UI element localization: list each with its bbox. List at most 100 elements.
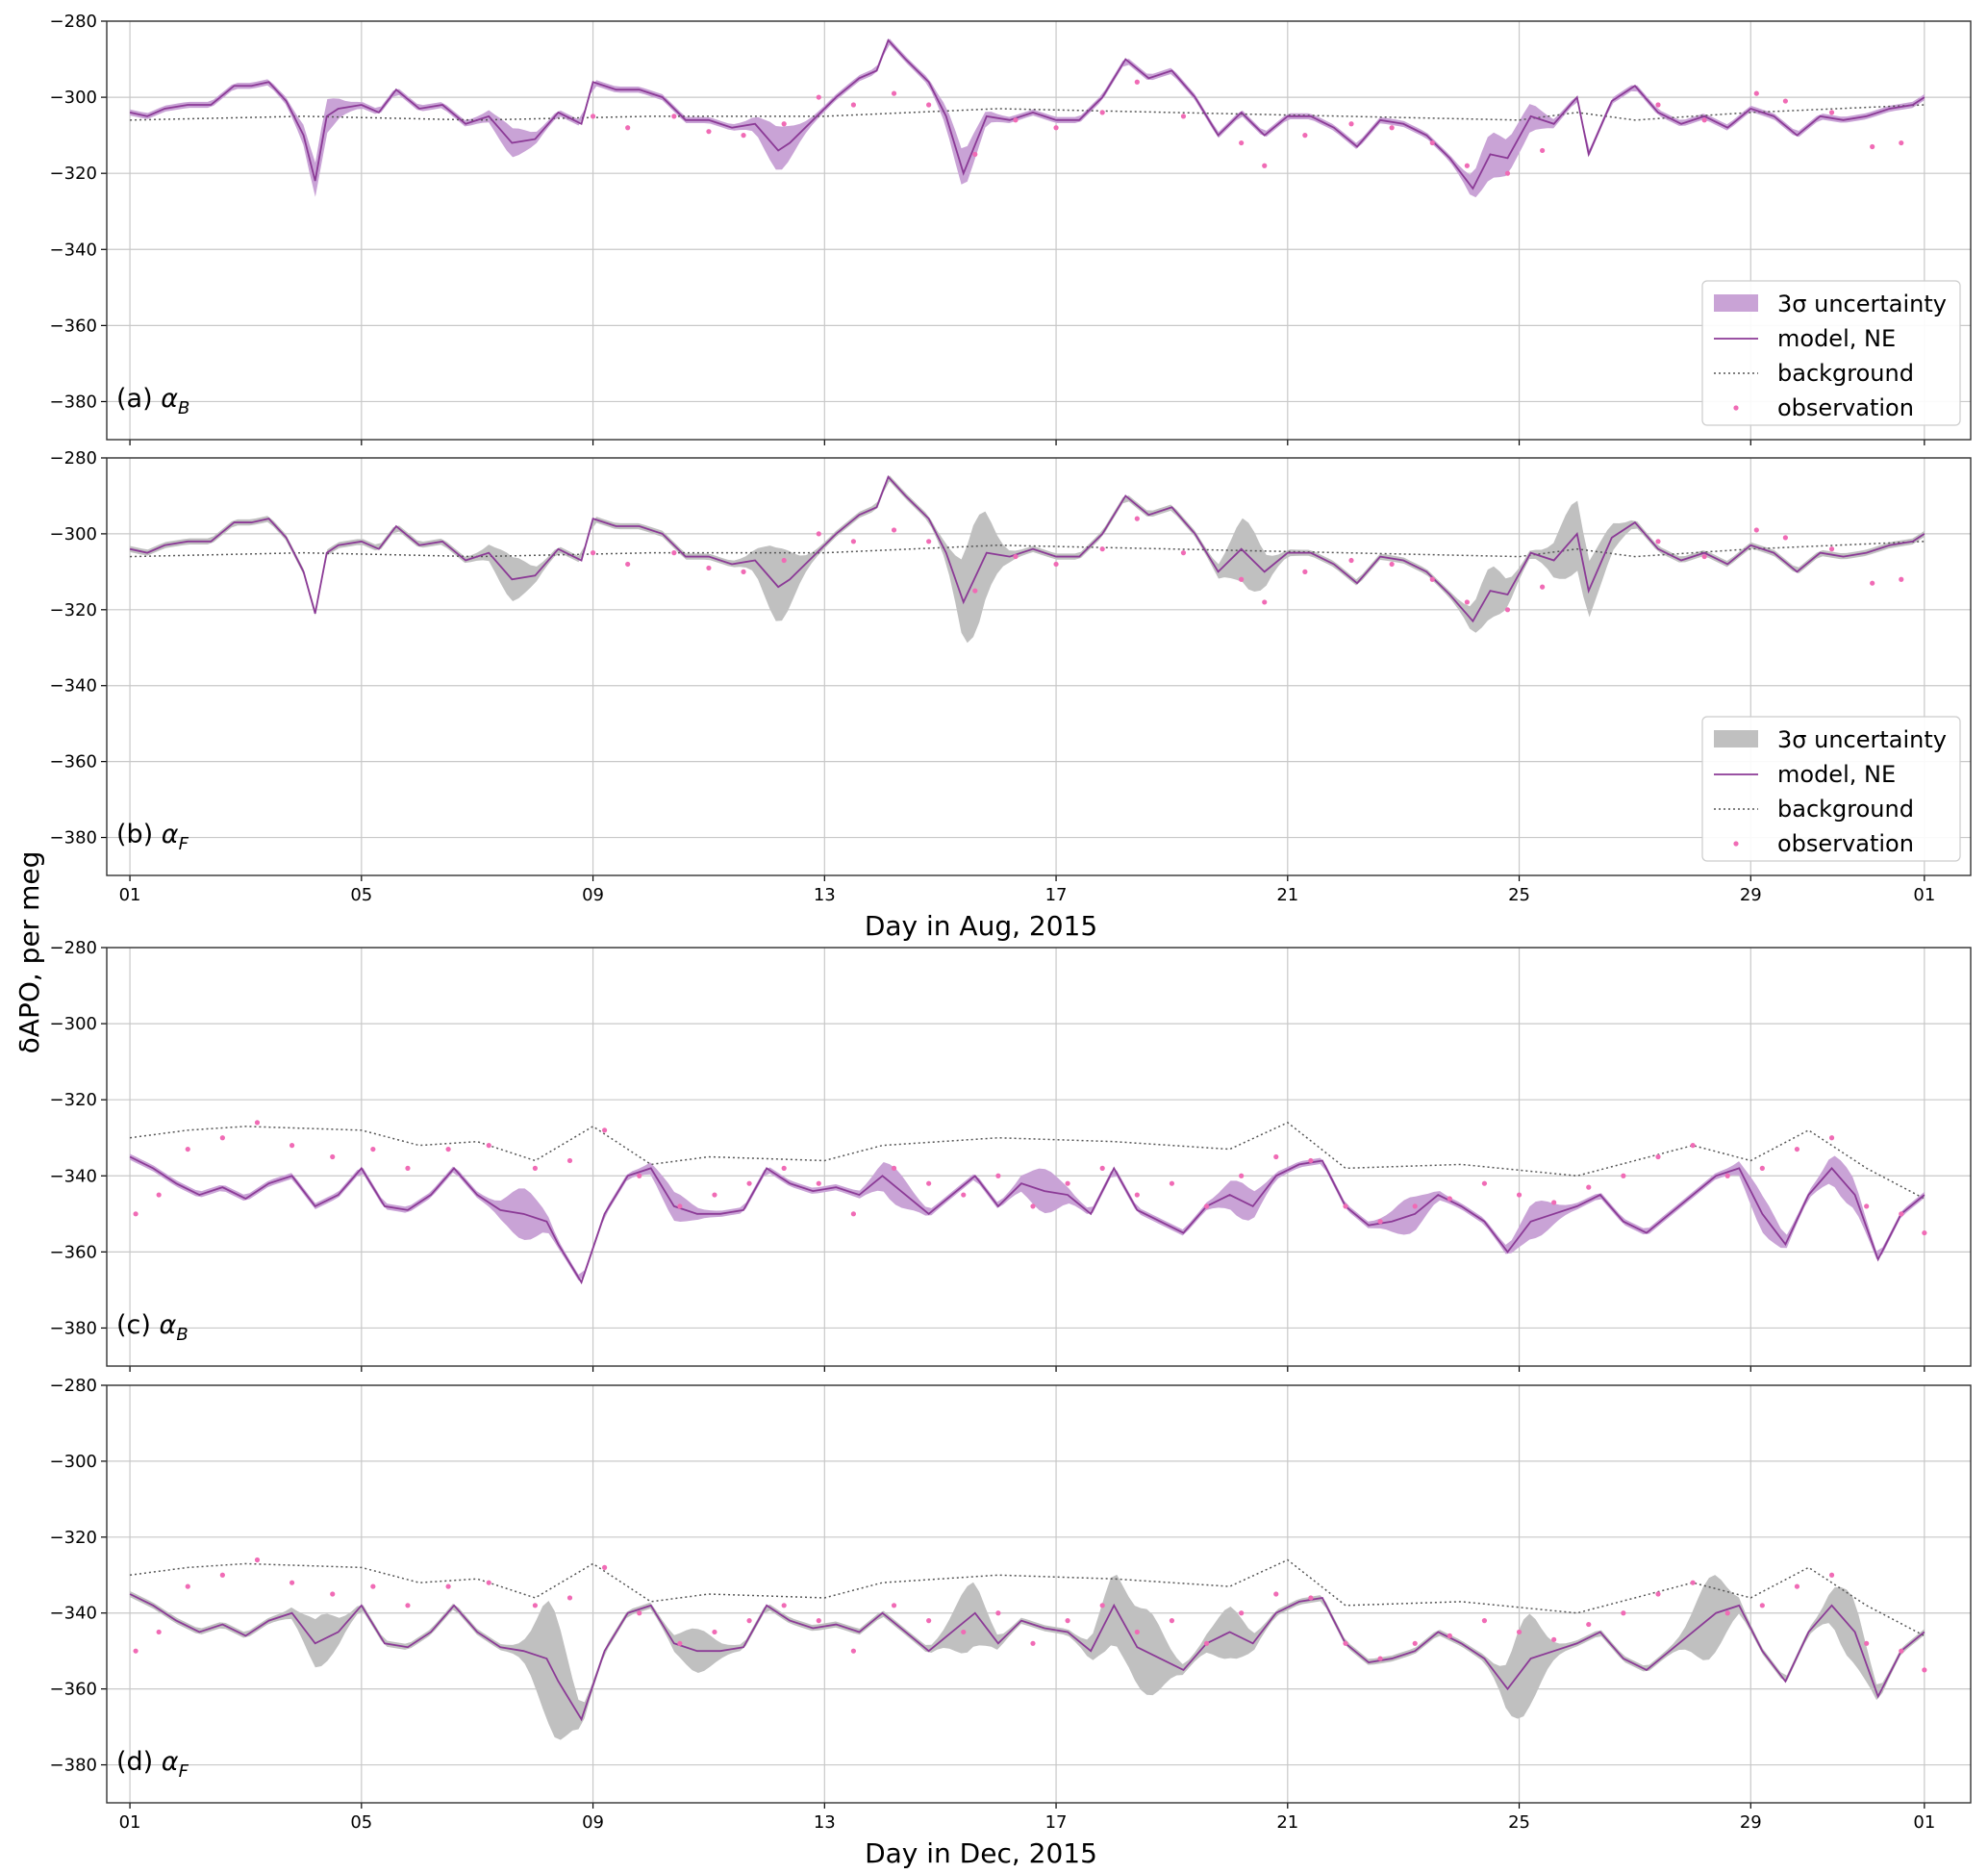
y-tick-label: −320	[50, 164, 97, 184]
observation-point	[602, 1564, 608, 1570]
observation-point	[1099, 1603, 1105, 1608]
uncertainty-band	[130, 38, 1925, 198]
observation-point	[219, 1572, 225, 1578]
observation-point	[995, 1610, 1001, 1616]
legend-label-uncertainty: 3σ uncertainty	[1777, 291, 1947, 317]
x-tick-label: 05	[350, 1812, 372, 1833]
legend-label-uncertainty: 3σ uncertainty	[1777, 726, 1947, 753]
legend-swatch-uncertainty	[1714, 294, 1758, 312]
y-tick-label: −340	[50, 676, 97, 696]
observation-point	[671, 114, 677, 119]
observation-point	[1389, 561, 1395, 568]
observation-point	[1621, 1610, 1626, 1616]
y-tick-label: −300	[50, 1014, 97, 1034]
uncertainty-band	[130, 475, 1925, 644]
legend-frame	[1701, 716, 1961, 862]
observation-point	[330, 1591, 336, 1597]
observation-point	[706, 129, 712, 135]
observation-point	[566, 1157, 573, 1164]
legend-swatch-observation	[1733, 841, 1739, 847]
y-tick-label: −360	[50, 1242, 97, 1262]
observation-point	[370, 1146, 376, 1152]
panel-label: (b) αF	[116, 820, 189, 854]
chart-panel-4: −280 −300 −320 −340 −360 −380 01 05 09 13 17 21 25 29…	[50, 1376, 1972, 1869]
observation-point	[741, 569, 746, 574]
observation-point	[926, 1180, 932, 1186]
observation-point	[671, 550, 677, 556]
model-line	[129, 475, 1925, 623]
observation-point	[602, 1127, 608, 1133]
observation-point	[1701, 117, 1707, 123]
observation-point	[995, 1173, 1001, 1178]
observation-point	[1262, 163, 1268, 168]
panel-label: (c) αB	[116, 1310, 189, 1345]
observation-point	[486, 1580, 491, 1585]
observation-point	[156, 1192, 162, 1198]
observation-point	[891, 1603, 897, 1608]
x-tick-label: 01	[119, 1812, 141, 1833]
observation-point	[706, 565, 712, 571]
observation-point	[677, 1203, 683, 1209]
observation-point	[1794, 1583, 1800, 1589]
y-tick-label: −380	[50, 828, 97, 848]
observation-point	[1099, 110, 1105, 115]
observation-point	[1099, 1165, 1105, 1171]
observation-point	[926, 1618, 932, 1624]
observation-point	[926, 539, 932, 544]
y-tick-label: −320	[50, 600, 97, 620]
observation-point	[781, 121, 787, 127]
observation-point	[289, 1143, 295, 1149]
chart-panel-2: −280 −300 −320 −340 −360 −380 01 05 09 13 17 21 25 29…	[50, 448, 1972, 942]
observation-point	[185, 1146, 190, 1152]
observation-point	[370, 1583, 376, 1589]
x-tick-label: 29	[1740, 885, 1762, 905]
legend: 3σ uncertainty model, NE background observa…	[1701, 280, 1961, 426]
y-tick-label: −360	[50, 316, 97, 336]
observation-point	[405, 1165, 411, 1171]
x-tick-label: 01	[119, 885, 141, 905]
uncertainty-band	[130, 1574, 1925, 1740]
observation-point	[625, 125, 631, 131]
observation-point	[1429, 576, 1435, 582]
observation-point	[781, 557, 787, 564]
observation-point	[1302, 133, 1308, 139]
x-tick-label: 17	[1045, 885, 1068, 905]
observation-point	[445, 1583, 451, 1589]
legend-label-observation: observation	[1777, 830, 1914, 857]
observation-point	[1013, 117, 1019, 123]
observation-point	[850, 1211, 857, 1217]
observation-point	[1655, 539, 1661, 544]
observation-point	[1759, 1603, 1765, 1608]
x-tick-label: 13	[814, 1812, 836, 1833]
observation-point	[1899, 139, 1904, 146]
observation-point	[1377, 1656, 1383, 1661]
observation-point	[590, 114, 596, 119]
observation-point	[1621, 1173, 1626, 1178]
observation-point	[1308, 1595, 1314, 1601]
observation-point	[289, 1580, 295, 1585]
observation-point	[1782, 535, 1789, 541]
observation-point	[1864, 1203, 1870, 1209]
observation-point	[1065, 1618, 1070, 1624]
observation-point	[1053, 561, 1059, 568]
observation-point	[1203, 1203, 1210, 1209]
observation-point	[1922, 1229, 1927, 1236]
observation-point	[1239, 1610, 1245, 1616]
observation-point	[1308, 1157, 1314, 1164]
x-axis-label: Day in Aug, 2015	[865, 910, 1097, 942]
observation-point	[219, 1135, 225, 1141]
observation-point	[972, 588, 978, 594]
observation-point	[1540, 584, 1546, 590]
y-tick-label: −340	[50, 1166, 97, 1186]
observation-point	[1899, 576, 1904, 582]
observation-point	[1464, 599, 1470, 605]
observation-point	[746, 1618, 752, 1624]
observation-point	[1828, 110, 1835, 115]
observation-point	[1899, 1648, 1904, 1654]
observation-point	[1013, 553, 1019, 560]
x-tick-label: 25	[1508, 885, 1530, 905]
observation-point	[891, 1165, 897, 1171]
observation-point	[926, 102, 932, 108]
x-tick-label: 25	[1508, 1812, 1530, 1833]
